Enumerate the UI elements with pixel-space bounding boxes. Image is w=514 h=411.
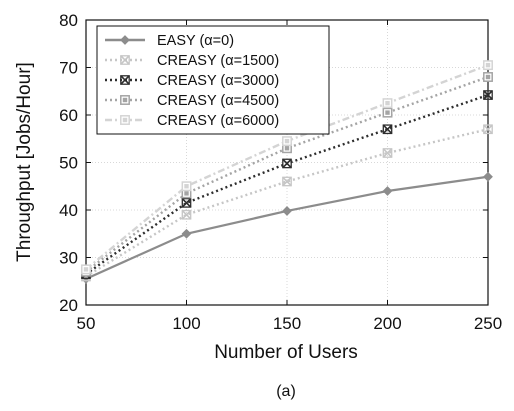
data-point <box>483 171 493 182</box>
data-point <box>81 264 91 275</box>
data-point <box>382 98 393 109</box>
y-tick-label: 60 <box>59 106 78 125</box>
y-tick-label: 40 <box>59 201 78 220</box>
legend-entry: CREASY (α=4500) <box>105 93 279 109</box>
legend-label: EASY (α=0) <box>157 33 234 49</box>
series-3 <box>81 90 493 279</box>
data-point <box>120 95 130 105</box>
y-tick-label: 20 <box>59 296 78 315</box>
series-5 <box>81 60 493 275</box>
data-point <box>120 55 130 65</box>
data-point <box>120 75 130 85</box>
x-tick-label: 100 <box>172 314 200 333</box>
data-point <box>282 158 292 169</box>
data-point <box>382 148 393 158</box>
y-tick-label: 80 <box>59 11 78 30</box>
x-tick-label: 200 <box>373 314 401 333</box>
y-tick-label: 50 <box>59 154 78 173</box>
x-tick-label: 250 <box>474 314 502 333</box>
y-axis-label: Throughput [Jobs/Hour] <box>14 62 35 262</box>
data-point <box>120 115 130 125</box>
figure-caption: (a) <box>276 383 296 400</box>
legend-entry: CREASY (α=6000) <box>105 113 279 129</box>
data-point <box>382 107 393 118</box>
legend-entry: CREASY (α=3000) <box>105 73 279 89</box>
legend-entry: CREASY (α=1500) <box>105 53 279 69</box>
data-point <box>120 35 130 45</box>
legend-entry: EASY (α=0) <box>105 33 234 49</box>
y-tick-label: 30 <box>59 249 78 268</box>
legend-label: CREASY (α=6000) <box>157 113 279 129</box>
axes: 20 30 40 50 60 70 80 50 100 150 200 250 <box>59 11 502 333</box>
legend-label: CREASY (α=4500) <box>157 93 279 109</box>
legend-label: CREASY (α=3000) <box>157 73 279 89</box>
data-point <box>483 124 493 135</box>
data-point <box>483 90 493 100</box>
data-point <box>282 176 292 187</box>
data-point <box>483 60 493 71</box>
x-tick-label: 50 <box>77 314 96 333</box>
data-point <box>382 124 393 135</box>
legend: EASY (α=0) CREASY (α=1500) CREASY (α=3000)… <box>96 25 330 135</box>
data-point <box>181 198 192 208</box>
legend-label: CREASY (α=1500) <box>157 53 279 69</box>
x-axis-label: Number of Users <box>214 342 358 363</box>
data-point <box>181 209 192 220</box>
data-point <box>181 181 192 192</box>
data-point <box>282 206 292 216</box>
data-point <box>282 136 292 147</box>
y-tick-label: 70 <box>59 59 78 78</box>
x-tick-label: 150 <box>273 314 301 333</box>
data-point <box>382 186 393 196</box>
data-point <box>483 72 493 82</box>
series-layer <box>81 60 493 284</box>
data-point <box>181 228 192 239</box>
